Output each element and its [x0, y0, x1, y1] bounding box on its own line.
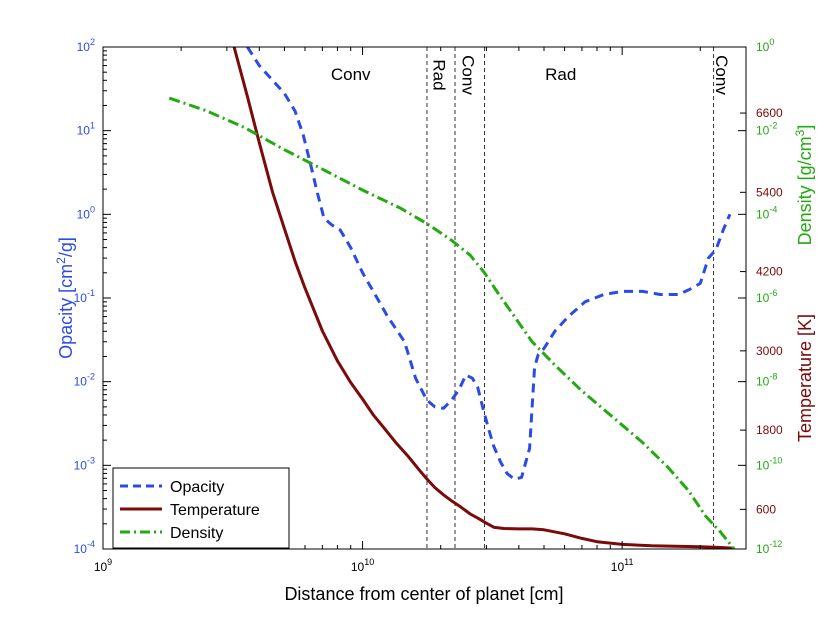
- y-temperature-tick-label: 5400: [756, 185, 783, 199]
- series-density-line: [168, 96, 736, 549]
- series-temperature-line: [232, 47, 735, 549]
- series-layer: [168, 47, 736, 549]
- y-left-tick-label: 10-2: [74, 372, 95, 389]
- y-density-tick-label: 10-6: [756, 288, 777, 305]
- y-left-tick-label: 100: [77, 204, 95, 221]
- y-left-title-end: /g]: [56, 237, 76, 257]
- density-title-sup: 3: [793, 129, 807, 136]
- y-temperature-tick-label: 3000: [756, 344, 783, 358]
- legend-density-label: Density: [170, 525, 223, 542]
- region-labels: Conv Rad Conv Rad Conv: [331, 55, 731, 95]
- density-title-end: ]: [795, 125, 815, 130]
- y-left-title-main: Opacity [cm: [56, 264, 76, 359]
- y-left-title-sup: 2: [54, 257, 68, 264]
- region-label: Conv: [459, 55, 478, 95]
- plot-background: [103, 47, 746, 549]
- y-density-tick-label: 10-8: [756, 372, 777, 389]
- axis-tick-labels: 109 1010 1011 10-4 10-3 10-2 10-1 100 101 102 10-1…: [74, 37, 783, 574]
- y-left-tick-label: 10-1: [74, 288, 95, 305]
- y-density-tick-label: 10-4: [756, 204, 777, 221]
- y-density-tick-label: 100: [756, 37, 774, 54]
- y-temperature-tick-label: 600: [756, 502, 776, 516]
- y-temperature-tick-label: 6600: [756, 106, 783, 120]
- region-label: Rad: [430, 59, 449, 90]
- density-title-main: Density [g/cm: [795, 136, 815, 245]
- region-label: Conv: [331, 65, 371, 84]
- y-density-tick-label: 10-2: [756, 121, 777, 138]
- y-temperature-tick-label: 4200: [756, 265, 783, 279]
- y-left-tick-label: 10-4: [74, 539, 95, 556]
- y-right-temperature-title: Temperature [K]: [795, 314, 815, 442]
- x-tick-label: 1010: [351, 557, 374, 574]
- y-left-axis-title: Opacity [cm2/g]: [54, 237, 76, 359]
- x-tick-label: 1011: [611, 557, 634, 574]
- y-right-density-title: Density [g/cm3]: [793, 125, 815, 246]
- region-label: Rad: [545, 65, 576, 84]
- y-density-tick-label: 10-10: [756, 455, 782, 472]
- legend-opacity-label: Opacity: [170, 479, 224, 496]
- series-opacity-line: [246, 47, 732, 481]
- y-left-tick-label: 101: [77, 121, 95, 138]
- x-tick-label: 109: [94, 557, 112, 574]
- y-temperature-tick-label: 1800: [756, 423, 783, 437]
- legend-temperature-label: Temperature: [170, 502, 260, 519]
- x-axis-title: Distance from center of planet [cm]: [284, 584, 563, 604]
- region-label: Conv: [712, 55, 731, 95]
- legend: Opacity Temperature Density: [112, 467, 290, 549]
- y-left-tick-label: 102: [77, 37, 95, 54]
- y-left-tick-label: 10-3: [74, 455, 95, 472]
- y-density-tick-label: 10-12: [756, 539, 782, 556]
